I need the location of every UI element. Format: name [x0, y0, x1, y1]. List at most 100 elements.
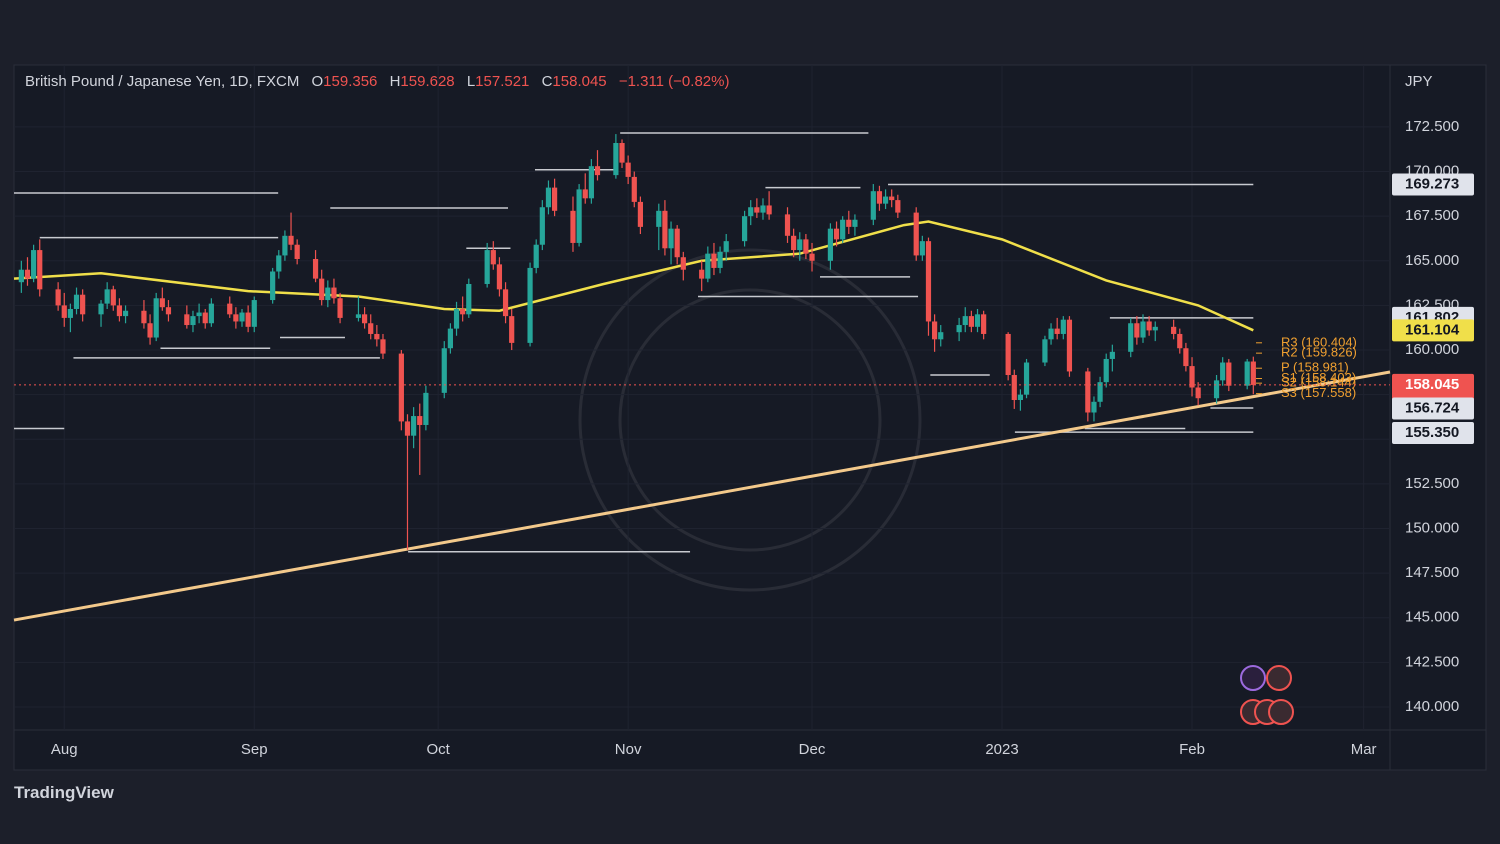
candle-body: [1005, 333, 1011, 376]
x-tick-label: Sep: [241, 741, 268, 758]
candle-body: [337, 298, 343, 318]
candle-body: [699, 269, 705, 279]
pivot-label: S2 (158.144): [1281, 375, 1356, 390]
trend-line: [13, 370, 1391, 622]
candle-body: [1134, 323, 1140, 338]
candle-body: [208, 303, 214, 324]
pivot-label: R2 (159.826): [1281, 345, 1357, 360]
candle-body: [741, 216, 748, 242]
candle-body: [705, 253, 711, 279]
candle-body: [1183, 348, 1189, 367]
candle-body: [374, 333, 380, 340]
candle-body: [1171, 326, 1177, 334]
candle-body: [631, 176, 637, 202]
candle-body: [1042, 339, 1048, 363]
price-tag-label: 155.350: [1405, 424, 1459, 441]
candle-body: [932, 321, 938, 340]
price-tag-label: 156.724: [1405, 399, 1460, 416]
y-tick-label: 152.500: [1405, 475, 1459, 492]
candle-body: [319, 278, 325, 301]
price-tag-label: 158.045: [1405, 376, 1459, 393]
event-icon[interactable]: [1240, 665, 1266, 691]
ohlc-value: 158.045: [552, 73, 607, 90]
candle-body: [1189, 366, 1195, 388]
candle-body: [466, 283, 472, 315]
candle-body: [1146, 321, 1152, 331]
candle-body: [312, 259, 319, 279]
event-icon[interactable]: [1268, 699, 1294, 725]
candle-body: [711, 253, 717, 268]
candle-body: [889, 196, 895, 201]
candle-body: [423, 392, 429, 425]
legend-header: British Pound / Japanese Yen, 1D, FXCM O…: [25, 73, 737, 90]
candle-body: [447, 328, 453, 349]
y-tick-label: 147.500: [1405, 564, 1459, 581]
candle-body: [159, 298, 165, 308]
x-tick-label: 2023: [985, 741, 1018, 758]
candle-body: [368, 323, 374, 334]
candle-body: [1140, 321, 1146, 338]
candle-body: [533, 244, 539, 268]
candle-body: [760, 205, 766, 213]
candle-body: [717, 251, 723, 268]
y-tick-label: 167.500: [1405, 207, 1459, 224]
candle-body: [1017, 394, 1024, 400]
candle-body: [656, 210, 662, 227]
candle-body: [895, 200, 901, 213]
candle-body: [1109, 351, 1115, 359]
candle-body: [723, 241, 729, 252]
candle-body: [1152, 326, 1158, 331]
candle-body: [1048, 328, 1054, 340]
candle-body: [276, 255, 282, 272]
x-tick-label: Nov: [615, 741, 642, 758]
ohlc-value: 159.628: [400, 73, 455, 90]
pivot-label: S1 (158.403): [1281, 370, 1356, 385]
candle-body: [411, 416, 417, 436]
candle-body: [913, 212, 919, 256]
price-tag: [1392, 422, 1474, 445]
event-icons[interactable]: [1240, 665, 1294, 725]
candle-body: [852, 219, 858, 227]
candle-body: [1066, 319, 1073, 372]
candle-body: [1195, 387, 1201, 399]
pivot-label: P (158.981): [1281, 360, 1349, 375]
candle-body: [619, 142, 625, 163]
candle-body: [1128, 323, 1134, 352]
candle-body: [288, 235, 294, 245]
ohlc-key: H: [389, 73, 401, 90]
candle-body: [325, 287, 331, 301]
x-tick-label: Oct: [426, 741, 450, 758]
candle-body: [441, 348, 447, 393]
candle-body: [147, 323, 153, 338]
candle-body: [184, 314, 190, 326]
price-tag: [1392, 173, 1474, 196]
event-icon[interactable]: [1266, 665, 1292, 691]
candle-body: [227, 303, 233, 315]
pivot-label: R3 (160.404): [1281, 334, 1357, 349]
candle-body: [588, 166, 594, 199]
chart-panel: [13, 64, 1487, 771]
ohlc-key: L: [466, 73, 476, 90]
candle-body: [196, 312, 202, 317]
candle-body: [294, 244, 300, 260]
price-tag: [1392, 397, 1474, 420]
candle-body: [803, 239, 809, 254]
candle-body: [674, 228, 680, 258]
candle-body: [502, 289, 509, 317]
candle-body: [1097, 382, 1103, 402]
symbol-title: British Pound / Japanese Yen, 1D, FXCM: [25, 73, 300, 90]
ohlc-value: 159.356: [323, 73, 378, 90]
candle-body: [551, 187, 558, 211]
candle-body: [153, 298, 159, 338]
candle-body: [484, 250, 490, 284]
x-tick-label: Dec: [799, 741, 826, 758]
candle-body: [594, 166, 601, 176]
candle-body: [919, 241, 925, 256]
candle-body: [784, 214, 791, 236]
y-tick-label: 160.000: [1405, 341, 1459, 358]
candle-body: [331, 287, 337, 299]
candle-body: [245, 312, 251, 327]
candle-body: [31, 250, 37, 279]
candle-body: [938, 332, 944, 340]
